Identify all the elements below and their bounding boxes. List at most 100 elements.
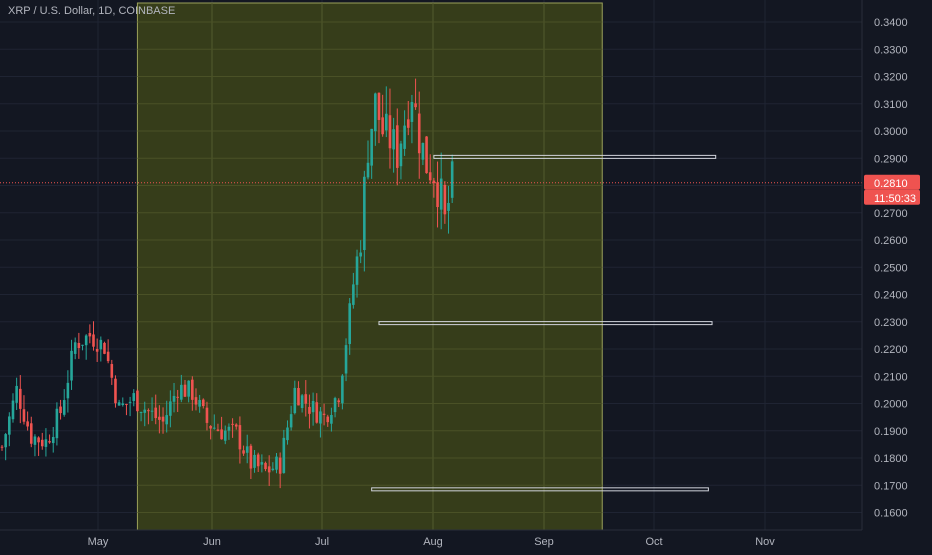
candle-body [443,184,447,215]
candle-body [125,403,128,405]
candle-body [165,415,168,425]
price-tick-label: 0.2300 [874,317,908,329]
time-axis-background [0,530,862,550]
candle-body [136,390,139,412]
price-tick-label: 0.3300 [874,44,908,56]
horizontal-level-line[interactable] [378,321,713,326]
price-tick-label: 0.1700 [874,480,908,492]
candle-body [44,439,48,447]
price-tick-label: 0.2400 [874,290,908,302]
candle-body [147,410,150,412]
candle-body [410,102,414,122]
candle-body [51,437,55,444]
price-tick-label: 0.2600 [874,235,908,247]
candle-body [253,454,256,468]
candle-body [308,406,311,414]
candle-body [158,416,161,420]
time-axis[interactable]: May Jun Jul Aug Sep Oct Nov [0,529,862,550]
highlight-zone[interactable] [136,2,603,531]
candle-body [84,335,88,346]
candle-body [363,176,366,251]
candle-body [322,413,326,415]
candle-body [220,429,223,440]
candle-body [183,384,187,397]
candle-body [300,395,304,409]
candle-body [66,382,70,399]
price-tick-label: 0.2200 [874,344,908,356]
candle-body [110,364,114,378]
candle-body [161,416,165,422]
candle-body [15,385,18,403]
candle-body [99,339,103,350]
candle-body [191,379,194,400]
candle-body [202,399,205,407]
horizontal-level-line[interactable] [371,487,709,492]
candle-body [425,136,428,174]
candle-body [278,457,282,474]
candle-body [260,462,264,465]
candle-body [374,93,377,132]
candle-body [432,180,436,184]
time-tick-label: Nov [755,536,775,548]
candle-body [315,402,319,423]
time-tick-label: Oct [645,536,662,548]
candle-body [194,397,198,405]
candle-body [395,125,399,168]
candle-body [234,424,238,427]
candle-body [180,384,183,400]
candle-body [29,423,33,444]
candle-body [19,388,22,409]
price-tick-label: 0.2100 [874,371,908,383]
candle-body [439,178,443,210]
candle-body [304,394,308,404]
last-price-label: 0.2810 [874,178,908,190]
candle-body [417,113,421,154]
level-lines[interactable] [371,154,717,492]
candle-body [114,378,117,404]
candle-body [205,407,209,423]
symbol-title: XRP / U.S. Dollar, 1D, COINBASE [8,5,176,17]
candle-body [344,345,348,374]
candle-body [289,414,293,428]
candle-body [282,437,286,473]
candle-body [223,430,227,441]
candle-body [22,409,26,422]
candle-body [103,342,106,354]
candle-body [121,403,125,406]
candle-body [81,344,84,346]
time-tick-label: Aug [423,536,443,548]
highlight-zone-rect[interactable] [136,2,603,531]
candle-body [143,409,147,413]
candle-body [176,396,179,398]
price-tick-label: 0.3000 [874,126,908,138]
candle-body [406,119,410,128]
time-tick-label: Jul [315,536,329,548]
candles [0,78,454,489]
candle-body [212,427,216,429]
candle-body [238,425,242,450]
price-tick-label: 0.2500 [874,262,908,274]
candle-body [117,402,121,406]
candle-body [0,446,4,448]
candle-body [249,445,253,469]
candle-body [4,434,7,448]
candle-body [377,92,381,120]
candle-body [414,103,417,108]
candle-body [341,375,344,404]
price-tick-label: 0.1600 [874,508,908,520]
candle-body [421,143,425,160]
candle-body [286,427,289,441]
horizontal-level-line[interactable] [433,154,717,159]
price-tick-label: 0.3100 [874,99,908,111]
candle-body [55,408,59,439]
candle-body [348,303,351,344]
price-tick-label: 0.1800 [874,453,908,465]
candle-body [231,423,234,425]
candle-body [267,466,271,473]
price-axis[interactable]: 0.3400 0.3300 0.3200 0.3100 0.3000 0.2900 0.28… [861,0,932,550]
candle-body [352,284,355,305]
candle-body [40,439,44,447]
candle-body [271,468,275,470]
